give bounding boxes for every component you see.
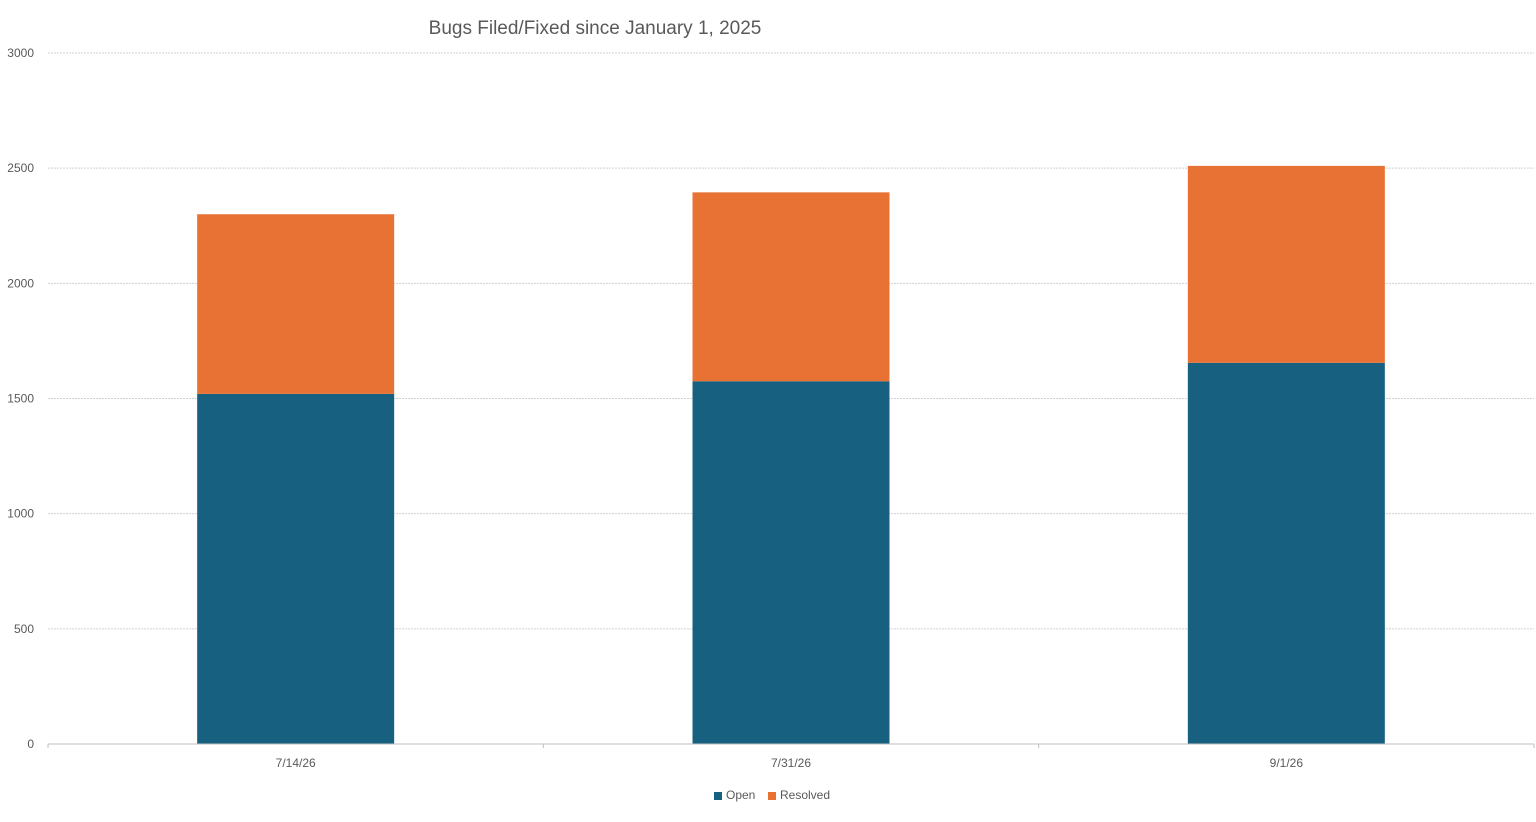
legend-label-open: Open [726,788,755,802]
bar-open-1 [692,381,890,744]
legend-swatch-open [714,792,722,800]
bars [197,165,1385,744]
legend-swatch-resolved [768,792,776,800]
y-tick-label: 500 [14,622,34,636]
y-tick-label: 3000 [7,46,34,60]
x-axis [47,743,1535,748]
bar-open-0 [197,393,395,744]
legend-label-resolved: Resolved [780,788,830,802]
y-tick-label: 2000 [7,276,34,290]
chart-title: Bugs Filed/Fixed since January 1, 2025 [429,18,762,39]
y-tick-label: 0 [27,737,34,751]
x-tick-label: 9/1/26 [1270,756,1304,770]
legend: Open Resolved [714,788,830,802]
bar-resolved-2 [1187,165,1385,363]
bar-open-2 [1187,362,1385,744]
bar-resolved-1 [692,192,890,382]
x-axis-tick-labels: 7/14/26 7/31/26 9/1/26 [276,756,1304,770]
x-tick-label: 7/31/26 [771,756,811,770]
bar-resolved-0 [197,214,395,394]
y-tick-label: 1000 [7,507,34,521]
y-tick-label: 2500 [7,161,34,175]
y-axis-tick-labels: 0 500 1000 1500 2000 2500 3000 [7,46,34,751]
y-tick-label: 1500 [7,392,34,406]
x-tick-label: 7/14/26 [276,756,316,770]
